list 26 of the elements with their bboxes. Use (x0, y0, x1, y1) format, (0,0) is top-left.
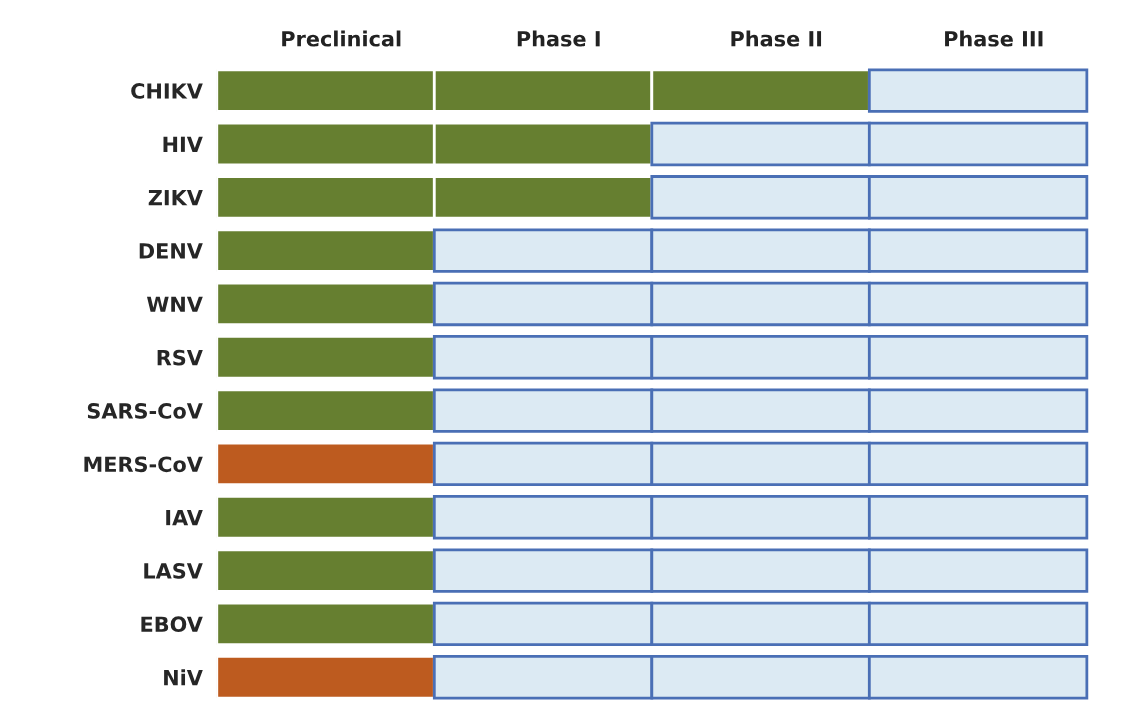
bar (867, 68, 1089, 113)
y-tick-label: ZIKV (148, 190, 203, 206)
y-tick-label: IAV (166, 509, 203, 526)
bar (216, 655, 436, 700)
y-tick-label: RSV (157, 349, 203, 366)
y-tick-label: MERS-CoV (84, 456, 203, 473)
y-tick-label: NiV (164, 669, 203, 686)
bar (216, 228, 436, 273)
series-label: Preclinical (282, 30, 401, 47)
series-label: Phase III (945, 30, 1043, 47)
y-tick-label: LASV (144, 563, 203, 579)
y-tick-label: HIV (163, 136, 203, 152)
series-label: Phase II (731, 30, 822, 47)
y-tick-label: SARS-CoV (87, 403, 203, 419)
series-label: Phase I (517, 30, 600, 47)
bar (216, 495, 436, 540)
bar (216, 548, 436, 593)
y-tick-label: DENV (139, 243, 203, 259)
bar (216, 335, 436, 380)
y-tick-label: EBOV (141, 616, 203, 633)
y-tick-label: WNV (146, 296, 203, 312)
bar (216, 441, 436, 487)
bar (216, 388, 436, 433)
bar (216, 281, 436, 327)
bar (216, 601, 436, 647)
y-tick-label: CHIKV (131, 83, 203, 99)
